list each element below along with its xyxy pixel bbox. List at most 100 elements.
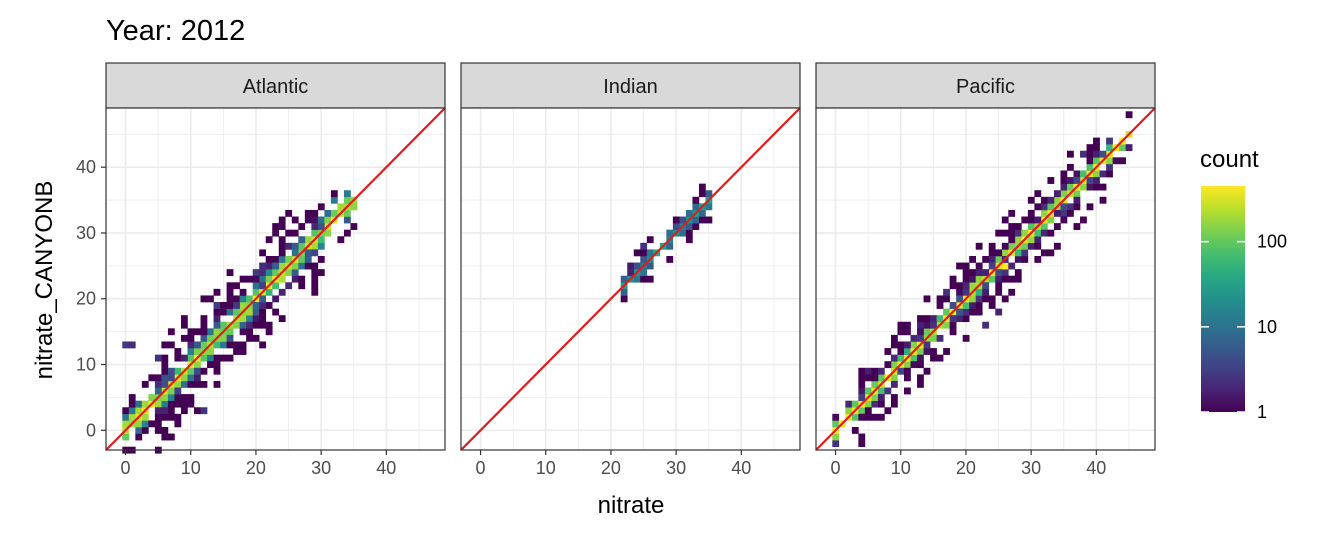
heatmap-bin — [187, 334, 195, 342]
heatmap-bin — [698, 209, 706, 217]
heatmap-bin — [135, 420, 143, 428]
heatmap-bin — [962, 334, 970, 342]
heatmap-bin — [304, 262, 312, 270]
heatmap-bin — [890, 400, 898, 408]
heatmap-bin — [877, 400, 885, 408]
heatmap-bin — [311, 223, 319, 230]
heatmap-bin — [646, 275, 654, 283]
heatmap-bin — [890, 394, 898, 401]
heatmap-bin — [1001, 269, 1009, 277]
heatmap-bin — [1047, 203, 1055, 211]
heatmap-bin — [1053, 223, 1061, 230]
heatmap-bin — [180, 400, 188, 408]
heatmap-bin — [930, 334, 937, 342]
heatmap-bin — [995, 308, 1003, 316]
heatmap-bin — [298, 262, 306, 270]
heatmap-bin — [154, 354, 162, 362]
heatmap-bin — [311, 269, 319, 277]
heatmap-bin — [1034, 203, 1042, 211]
heatmap-bin — [1034, 216, 1042, 224]
heatmap-bin — [904, 328, 911, 336]
heatmap-bin — [291, 249, 299, 257]
heatmap-bin — [285, 242, 293, 250]
heatmap-bin — [1125, 144, 1133, 152]
heatmap-bin — [917, 334, 924, 342]
heatmap-bin — [161, 433, 169, 441]
heatmap-bin — [128, 413, 136, 421]
heatmap-bin — [1073, 223, 1081, 230]
heatmap-bin — [975, 262, 983, 270]
heatmap-bin — [291, 275, 299, 283]
heatmap-bin — [317, 255, 325, 263]
heatmap-bin — [923, 295, 931, 303]
heatmap-bin — [246, 328, 253, 336]
heatmap-bin — [897, 348, 905, 355]
heatmap-bin — [1008, 288, 1016, 296]
heatmap-bin — [187, 328, 195, 336]
heatmap-bin — [291, 242, 299, 250]
heatmap-bin — [1047, 216, 1055, 224]
heatmap-bin — [311, 209, 319, 217]
heatmap-bin — [207, 334, 214, 342]
facet-strip-label: Indian — [603, 76, 658, 98]
heatmap-bin — [1106, 170, 1113, 178]
heatmap-bin — [285, 229, 293, 237]
heatmap-bin — [871, 400, 879, 408]
heatmap-bin — [1001, 295, 1009, 303]
heatmap-bin — [1106, 157, 1113, 165]
heatmap-bin — [265, 269, 273, 277]
facet-strip — [105, 62, 446, 109]
heatmap-bin — [949, 275, 957, 283]
heatmap-bin — [167, 374, 175, 382]
heatmap-bin — [220, 308, 227, 316]
heatmap-bin — [1093, 144, 1100, 152]
heatmap-bin — [324, 229, 332, 237]
heatmap-bin — [337, 236, 345, 244]
heatmap-bin — [278, 275, 286, 283]
heatmap-bin — [233, 295, 240, 303]
heatmap-bin — [187, 374, 195, 382]
legend-tick-label: 10 — [1257, 317, 1277, 337]
heatmap-bin — [949, 328, 957, 336]
heatmap-bin — [272, 229, 280, 237]
heatmap-bin — [692, 196, 700, 204]
heatmap-bin — [988, 255, 996, 263]
heatmap-bin — [259, 295, 267, 303]
heatmap-bin — [858, 380, 866, 388]
heatmap-bin — [1027, 196, 1035, 204]
heatmap-bin — [1093, 177, 1100, 184]
heatmap-bin — [1099, 150, 1107, 158]
heatmap-bin — [350, 203, 358, 211]
heatmap-bin — [161, 367, 169, 375]
heatmap-bin — [685, 223, 693, 230]
heatmap-bin — [1086, 144, 1094, 152]
heatmap-bin — [1112, 157, 1120, 165]
heatmap-bin — [259, 308, 267, 316]
heatmap-bin — [884, 361, 892, 369]
heatmap-bin — [259, 262, 267, 270]
heatmap-bin — [246, 308, 253, 316]
heatmap-bin — [904, 341, 911, 349]
heatmap-bin — [167, 413, 175, 421]
heatmap-bin — [1093, 150, 1100, 158]
heatmap-bin — [317, 223, 325, 230]
heatmap-bin — [174, 354, 182, 362]
heatmap-bin — [910, 354, 918, 362]
heatmap-bin — [962, 262, 970, 270]
heatmap-bin — [207, 295, 214, 303]
heatmap-bin — [995, 275, 1003, 283]
heatmap-bin — [871, 367, 879, 375]
heatmap-bin — [705, 190, 713, 198]
heatmap-bin — [1099, 196, 1107, 204]
heatmap-bin — [167, 407, 175, 415]
heatmap-bin — [1008, 275, 1016, 283]
x-tick-label: 20 — [601, 458, 621, 478]
heatmap-bin — [239, 275, 247, 283]
heatmap-bin — [1040, 229, 1048, 237]
heatmap-bin — [213, 380, 221, 388]
heatmap-bin — [685, 229, 693, 237]
heatmap-bin — [1060, 183, 1068, 191]
heatmap-bin — [1093, 157, 1100, 165]
heatmap-bin — [324, 216, 332, 224]
heatmap-bin — [265, 288, 273, 296]
